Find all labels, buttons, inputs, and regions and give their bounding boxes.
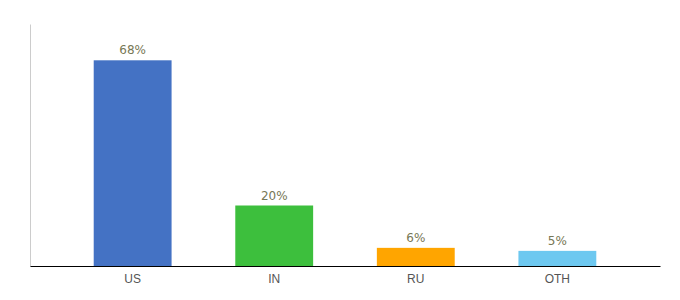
x-tick: IN [268,266,280,286]
bar [94,60,172,266]
x-tick-label: US [124,272,141,286]
x-tick: US [124,266,141,286]
y-axis-line [30,25,31,267]
bars [94,60,597,266]
plot-area: US IN RU OTH 68% 20% 6% 5% [31,25,661,286]
data-label: 20% [261,189,288,203]
data-label: 6% [406,231,425,245]
chart-container: US IN RU OTH 68% 20% 6% 5% [0,0,680,300]
data-labels: 68% 20% 6% 5% [119,43,567,248]
bar [518,251,596,266]
x-tick-label: IN [268,272,280,286]
chart-svg: US IN RU OTH 68% 20% 6% 5% [0,0,680,300]
x-tick-label: RU [407,272,424,286]
data-label: 68% [119,43,146,57]
x-tick: RU [407,266,424,286]
x-tick: OTH [545,266,570,286]
x-axis-line [31,266,661,267]
x-axis: US IN RU OTH [31,266,661,286]
x-tick-label: OTH [545,272,570,286]
bar [377,248,455,266]
bar [235,206,313,267]
y-axis [30,25,31,267]
data-label: 5% [548,234,567,248]
